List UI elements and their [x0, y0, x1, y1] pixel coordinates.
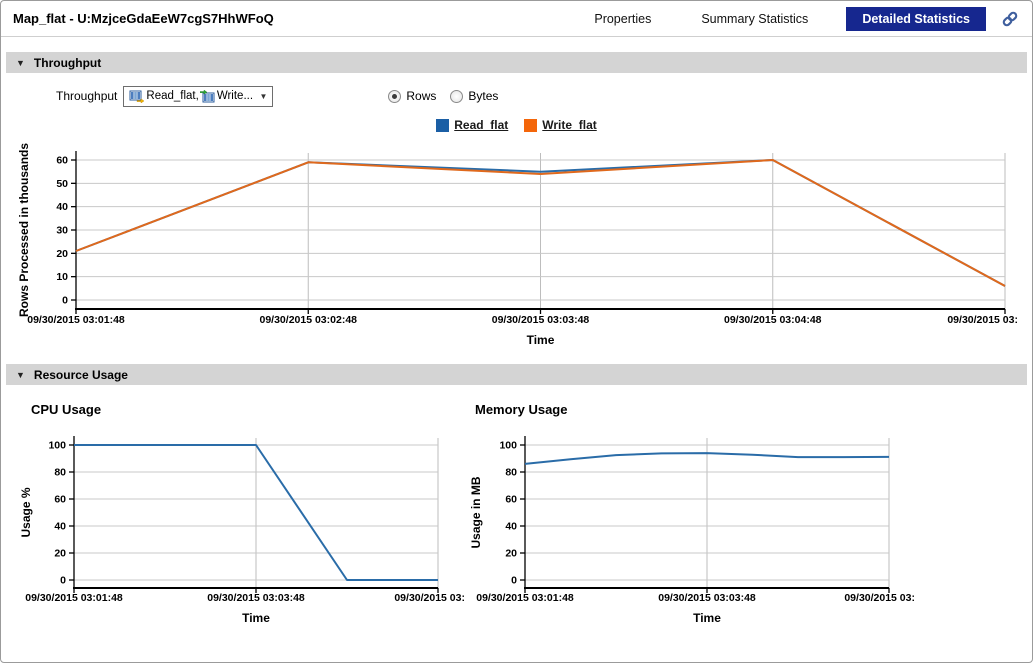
- read-source-icon: [129, 90, 145, 103]
- memory-plot: 0 20 40 60 80 100 09/30/2015 03:01:48 09/30/201…: [469, 436, 915, 625]
- resource-usage-section-header[interactable]: ▼ Resource Usage: [6, 364, 1027, 385]
- svg-text:0: 0: [511, 575, 517, 587]
- cpu-usage-chart: 0 20 40 60 80 100 09/30/2015 03:01:48 09/30/201…: [17, 430, 467, 626]
- svg-text:09/30/2015 03:: 09/30/2015 03:: [394, 592, 465, 604]
- svg-text:09/30/2015 03:03:48: 09/30/2015 03:03:48: [658, 592, 756, 604]
- memory-usage-chart: 0 20 40 60 80 100 09/30/2015 03:01:48 09/30/201…: [467, 430, 917, 626]
- write_flat-line: [75, 159, 1006, 287]
- bytes-radio-dot: [450, 89, 464, 103]
- svg-text:40: 40: [54, 521, 66, 533]
- throughput-legend: Read_flat Write_flat: [1, 117, 1032, 133]
- svg-text:50: 50: [56, 178, 68, 190]
- link-icon-glyph: [1002, 11, 1018, 26]
- cpu-y-axis-title: Usage %: [19, 487, 33, 537]
- svg-text:60: 60: [54, 494, 66, 506]
- svg-text:60: 60: [505, 494, 517, 506]
- tab-properties[interactable]: Properties: [594, 11, 652, 26]
- collapse-triangle-icon: ▼: [16, 369, 25, 380]
- svg-text:09/30/2015 03:01:48: 09/30/2015 03:01:48: [476, 592, 574, 604]
- svg-text:40: 40: [505, 521, 517, 533]
- cpu-usage-title: CPU Usage: [31, 402, 102, 417]
- read-flat-swatch: [436, 118, 450, 132]
- rows-radio[interactable]: Rows: [388, 89, 436, 103]
- throughput-section-header[interactable]: ▼ Throughput: [6, 52, 1027, 73]
- svg-text:09/30/2015 03:: 09/30/2015 03:: [844, 592, 915, 604]
- throughput-plot: 0 10 20 30 40 50 60 09/30/2015 03:01:48 09/30/20…: [17, 143, 1018, 347]
- throughput-x-axis-title: Time: [527, 333, 555, 347]
- tab-summary-statistics[interactable]: Summary Statistics: [701, 11, 809, 26]
- tab-strip: Properties Summary Statistics Detailed S…: [556, 6, 1022, 31]
- cpu-line: [74, 444, 438, 581]
- cpu-usage-panel: CPU Usage 0 20 40 60 80 100 09/30/2015 03:01:4…: [17, 402, 467, 626]
- svg-text:10: 10: [56, 271, 68, 283]
- svg-text:09/30/2015 03:03:48: 09/30/2015 03:03:48: [207, 592, 305, 604]
- svg-text:20: 20: [56, 248, 68, 260]
- rows-radio-dot: [388, 89, 402, 103]
- svg-text:09/30/2015 03:03:48: 09/30/2015 03:03:48: [492, 314, 590, 326]
- svg-text:20: 20: [54, 548, 66, 560]
- svg-text:80: 80: [505, 467, 517, 479]
- resource-usage-section-title: Resource Usage: [33, 367, 128, 382]
- write-flat-swatch: [524, 118, 538, 132]
- svg-text:30: 30: [56, 225, 68, 237]
- dropdown-value-write: Write...: [216, 90, 254, 102]
- svg-text:80: 80: [54, 467, 66, 479]
- svg-text:09/30/2015 03:02:48: 09/30/2015 03:02:48: [260, 314, 358, 326]
- link-icon[interactable]: [998, 7, 1022, 31]
- collapse-triangle-icon: ▼: [16, 57, 25, 68]
- throughput-dropdown-label: Throughput: [56, 89, 118, 103]
- throughput-chart: 0 10 20 30 40 50 60 09/30/2015 03:01:48 09/30/20…: [15, 136, 1032, 348]
- legend-item-write-flat[interactable]: Write_flat: [524, 118, 597, 132]
- svg-text:09/30/2015 03:: 09/30/2015 03:: [947, 314, 1018, 326]
- svg-text:100: 100: [48, 440, 66, 452]
- throughput-section-title: Throughput: [33, 55, 102, 70]
- svg-text:100: 100: [499, 440, 517, 452]
- chevron-down-icon: ▼: [259, 91, 268, 101]
- svg-text:20: 20: [505, 548, 517, 560]
- page-title: Map_flat - U:MzjceGdaEeW7cgS7HhWFoQ: [13, 11, 274, 26]
- memory-x-axis-title: Time: [693, 611, 721, 625]
- unit-radio-group: Rows Bytes: [388, 89, 498, 103]
- svg-text:60: 60: [56, 155, 68, 167]
- throughput-controls: Throughput Read_flat,: [56, 84, 1032, 108]
- memory-usage-title: Memory Usage: [475, 402, 568, 417]
- svg-text:09/30/2015 03:01:48: 09/30/2015 03:01:48: [25, 592, 123, 604]
- svg-text:0: 0: [62, 295, 68, 307]
- svg-text:40: 40: [56, 201, 68, 213]
- bytes-radio[interactable]: Bytes: [450, 89, 498, 103]
- memory-line: [524, 452, 890, 465]
- tab-detailed-statistics[interactable]: Detailed Statistics: [846, 6, 986, 31]
- throughput-y-axis-title: Rows Processed in thousands: [17, 143, 31, 317]
- throughput-series-dropdown[interactable]: Read_flat, Write... ▼: [123, 85, 274, 107]
- memory-usage-panel: Memory Usage 0 20 40 60 80 100 09/30/2015 03:0…: [467, 402, 917, 626]
- titlebar: Map_flat - U:MzjceGdaEeW7cgS7HhWFoQ Prop…: [1, 1, 1032, 37]
- cpu-plot: 0 20 40 60 80 100 09/30/2015 03:01:48 09/30/201…: [19, 436, 465, 625]
- write-target-icon: [199, 89, 215, 103]
- cpu-x-axis-title: Time: [242, 611, 270, 625]
- dropdown-value-read: Read_flat,: [146, 90, 199, 102]
- svg-text:09/30/2015 03:04:48: 09/30/2015 03:04:48: [724, 314, 822, 326]
- memory-y-axis-title: Usage in MB: [469, 476, 483, 548]
- svg-text:0: 0: [60, 575, 66, 587]
- legend-item-read-flat[interactable]: Read_flat: [436, 118, 508, 132]
- resource-charts: CPU Usage 0 20 40 60 80 100 09/30/2015 03:01:4…: [17, 402, 1032, 626]
- svg-text:09/30/2015 03:01:48: 09/30/2015 03:01:48: [27, 314, 125, 326]
